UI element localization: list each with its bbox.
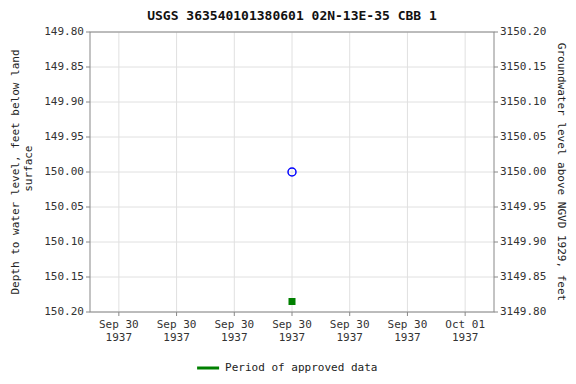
text-line: Sep 30 (99, 318, 139, 331)
grid-line (292, 32, 293, 312)
tick-mark (86, 312, 90, 313)
tick-mark (494, 172, 498, 173)
y-tick-label: 150.05 (44, 200, 84, 213)
y-tick-label: 149.90 (44, 95, 84, 108)
y2-tick-label: 3150.15 (500, 60, 546, 73)
y2-tick-label: 3150.05 (500, 130, 546, 143)
tick-mark (494, 312, 498, 313)
tick-mark (86, 207, 90, 208)
tick-mark (86, 242, 90, 243)
grid-line (176, 32, 177, 312)
y2-tick-label: 3150.10 (500, 95, 546, 108)
text-line: Depth to water level, feet below land (9, 49, 22, 294)
y-tick-label: 149.95 (44, 130, 84, 143)
tick-mark (86, 32, 90, 33)
x-tick-label: Sep 301937 (272, 318, 312, 344)
text-line: Sep 30 (157, 318, 197, 331)
tick-mark (465, 312, 466, 316)
y2-axis-label: Groundwater level above NGVD 1929, feet (555, 43, 568, 301)
text-line: 1937 (394, 331, 421, 344)
text-line: Sep 30 (388, 318, 428, 331)
text-line: Sep 30 (214, 318, 254, 331)
tick-mark (494, 207, 498, 208)
y-tick-label: 149.80 (44, 25, 84, 38)
text-line: Sep 30 (272, 318, 312, 331)
y-axis-label: Depth to water level, feet below land su… (9, 49, 35, 294)
x-tick-label: Sep 301937 (330, 318, 370, 344)
text-line: surface (22, 146, 35, 199)
y2-tick-label: 3149.80 (500, 305, 546, 318)
tick-mark (234, 312, 235, 316)
x-tick-label: Sep 301937 (214, 318, 254, 344)
grid-line (349, 32, 350, 312)
tick-mark (494, 32, 498, 33)
tick-mark (86, 102, 90, 103)
legend-label: Period of approved data (225, 361, 377, 374)
text-line: 1937 (279, 331, 306, 344)
x-tick-label: Oct 011937 (445, 318, 485, 344)
x-tick-label: Sep 301937 (157, 318, 197, 344)
y-tick-label: 150.15 (44, 270, 84, 283)
tick-mark (494, 277, 498, 278)
tick-mark (494, 242, 498, 243)
tick-mark (86, 67, 90, 68)
tick-mark (176, 312, 177, 316)
text-line: 1937 (452, 331, 479, 344)
y2-tick-label: 3149.90 (500, 235, 546, 248)
marks (288, 168, 296, 305)
text-line: Oct 01 (445, 318, 485, 331)
x-tick-label: Sep 301937 (388, 318, 428, 344)
plot-frame (90, 32, 494, 312)
circle-marker (288, 168, 296, 176)
tick-mark (349, 312, 350, 316)
tick-mark (118, 312, 119, 316)
grid-line (465, 32, 466, 312)
text-line: Sep 30 (330, 318, 370, 331)
y2-tick-label: 3150.20 (500, 25, 546, 38)
title: USGS 363540101380601 02N-13E-35 CBB 1 (147, 8, 437, 23)
legend-swatch (197, 367, 219, 370)
grid (90, 32, 494, 312)
x-tick-label: Sep 301937 (99, 318, 139, 344)
tick-mark (86, 277, 90, 278)
tick-mark (292, 312, 293, 316)
text-line: 1937 (221, 331, 248, 344)
tick-mark (407, 312, 408, 316)
y2-tick-label: 3149.95 (500, 200, 546, 213)
text-line: 1937 (106, 331, 133, 344)
square-marker (289, 299, 295, 305)
y2-tick-label: 3149.85 (500, 270, 546, 283)
tick-mark (86, 172, 90, 173)
chart: 149.80 149.85 149.90 149.95 150.00 150.05 150.… (0, 0, 576, 384)
y-tick-label: 149.85 (44, 60, 84, 73)
y-tick-label: 150.00 (44, 165, 84, 178)
legend: Period of approved data (197, 361, 377, 374)
grid-line (407, 32, 408, 312)
text-line: 1937 (336, 331, 363, 344)
y-tick-label: 150.10 (44, 235, 84, 248)
y2-tick-label: 3150.00 (500, 165, 546, 178)
tick-mark (494, 67, 498, 68)
y-tick-label: 150.20 (44, 305, 84, 318)
tick-mark (494, 137, 498, 138)
text-line: Groundwater level above NGVD 1929, feet (555, 43, 568, 301)
tick-mark (86, 137, 90, 138)
grid-line (234, 32, 235, 312)
tick-mark (494, 102, 498, 103)
grid-line (118, 32, 119, 312)
text-line: 1937 (163, 331, 190, 344)
